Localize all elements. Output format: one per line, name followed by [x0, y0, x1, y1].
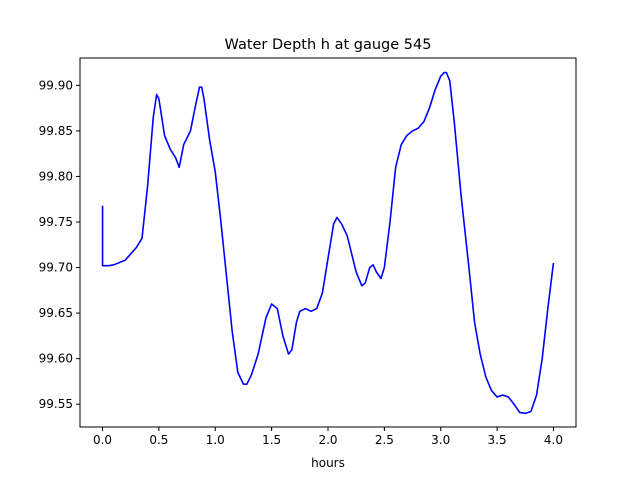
x-tick-label: 0.5: [149, 433, 168, 447]
y-tick-label: 99.70: [39, 261, 73, 275]
x-tick-label: 2.0: [318, 433, 337, 447]
x-tick-label: 3.0: [431, 433, 450, 447]
x-tick-label: 0.0: [93, 433, 112, 447]
x-axis: 0.0 0.5 1.0 1.5 2.0 2.5 3.0 3.5 4.0: [93, 427, 563, 447]
x-tick-label: 1.5: [262, 433, 281, 447]
y-axis: 99.55 99.60 99.65 99.70 99.75 99.80 99.85 99.90: [39, 78, 80, 411]
x-axis-label: hours: [311, 456, 345, 470]
plot-area: [101, 71, 555, 415]
y-tick-label: 99.65: [39, 306, 73, 320]
y-tick-label: 99.80: [39, 169, 73, 183]
x-tick-label: 2.5: [375, 433, 394, 447]
y-tick-label: 99.75: [39, 215, 73, 229]
x-tick-label: 4.0: [544, 433, 563, 447]
y-tick-label: 99.85: [39, 124, 73, 138]
x-tick-label: 3.5: [488, 433, 507, 447]
y-tick-label: 99.60: [39, 352, 73, 366]
series-line-0: [101, 71, 555, 415]
chart-title: Water Depth h at gauge 545: [225, 37, 432, 53]
y-tick-label: 99.90: [39, 78, 73, 92]
y-tick-label: 99.55: [39, 397, 73, 411]
x-tick-label: 1.0: [206, 433, 225, 447]
